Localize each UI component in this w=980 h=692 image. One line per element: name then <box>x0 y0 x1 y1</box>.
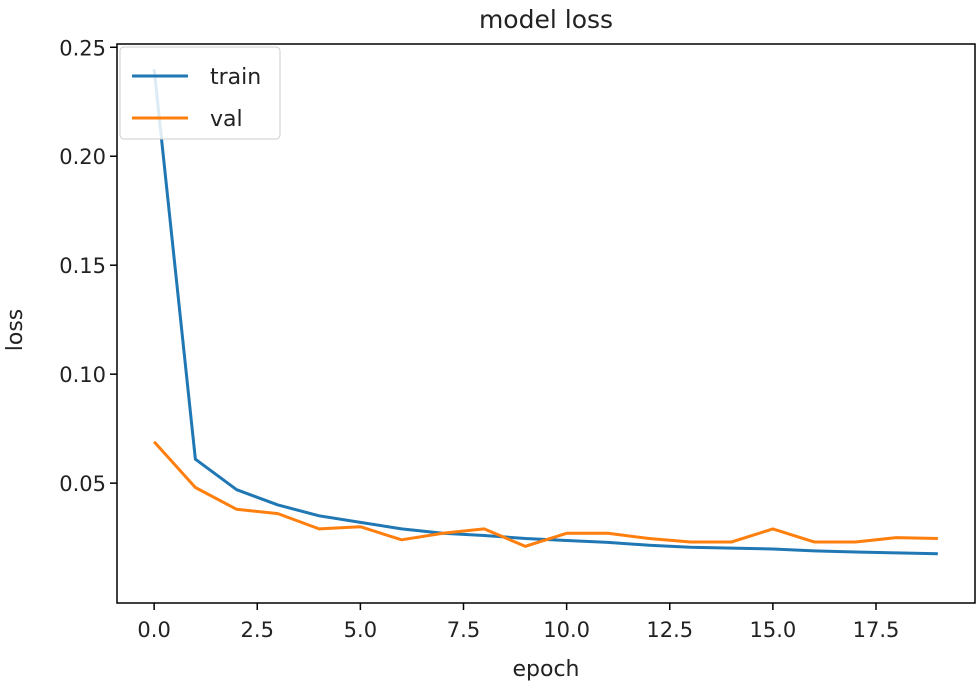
y-axis-label: loss <box>3 309 28 352</box>
legend: train val <box>120 47 280 139</box>
legend-box <box>120 47 280 139</box>
legend-label-val: val <box>210 107 243 132</box>
x-tick-label: 12.5 <box>646 618 693 642</box>
legend-label-train: train <box>210 65 261 90</box>
x-tick-label: 0.0 <box>137 618 170 642</box>
series-line-val <box>154 442 938 547</box>
y-tick-label: 0.05 <box>59 472 106 496</box>
y-tick-label: 0.20 <box>59 145 106 169</box>
y-tick-label: 0.25 <box>59 36 106 60</box>
x-tick-label: 5.0 <box>344 618 377 642</box>
x-tick-label: 2.5 <box>241 618 274 642</box>
y-tick-label: 0.10 <box>59 363 106 387</box>
y-tick-label: 0.15 <box>59 254 106 278</box>
series-line-train <box>154 69 938 554</box>
x-tick-label: 10.0 <box>543 618 590 642</box>
x-tick-label: 7.5 <box>447 618 480 642</box>
chart-title: model loss <box>479 5 613 34</box>
x-tick-label: 17.5 <box>853 618 900 642</box>
x-tick-label: 15.0 <box>749 618 796 642</box>
x-axis-label: epoch <box>513 657 580 682</box>
